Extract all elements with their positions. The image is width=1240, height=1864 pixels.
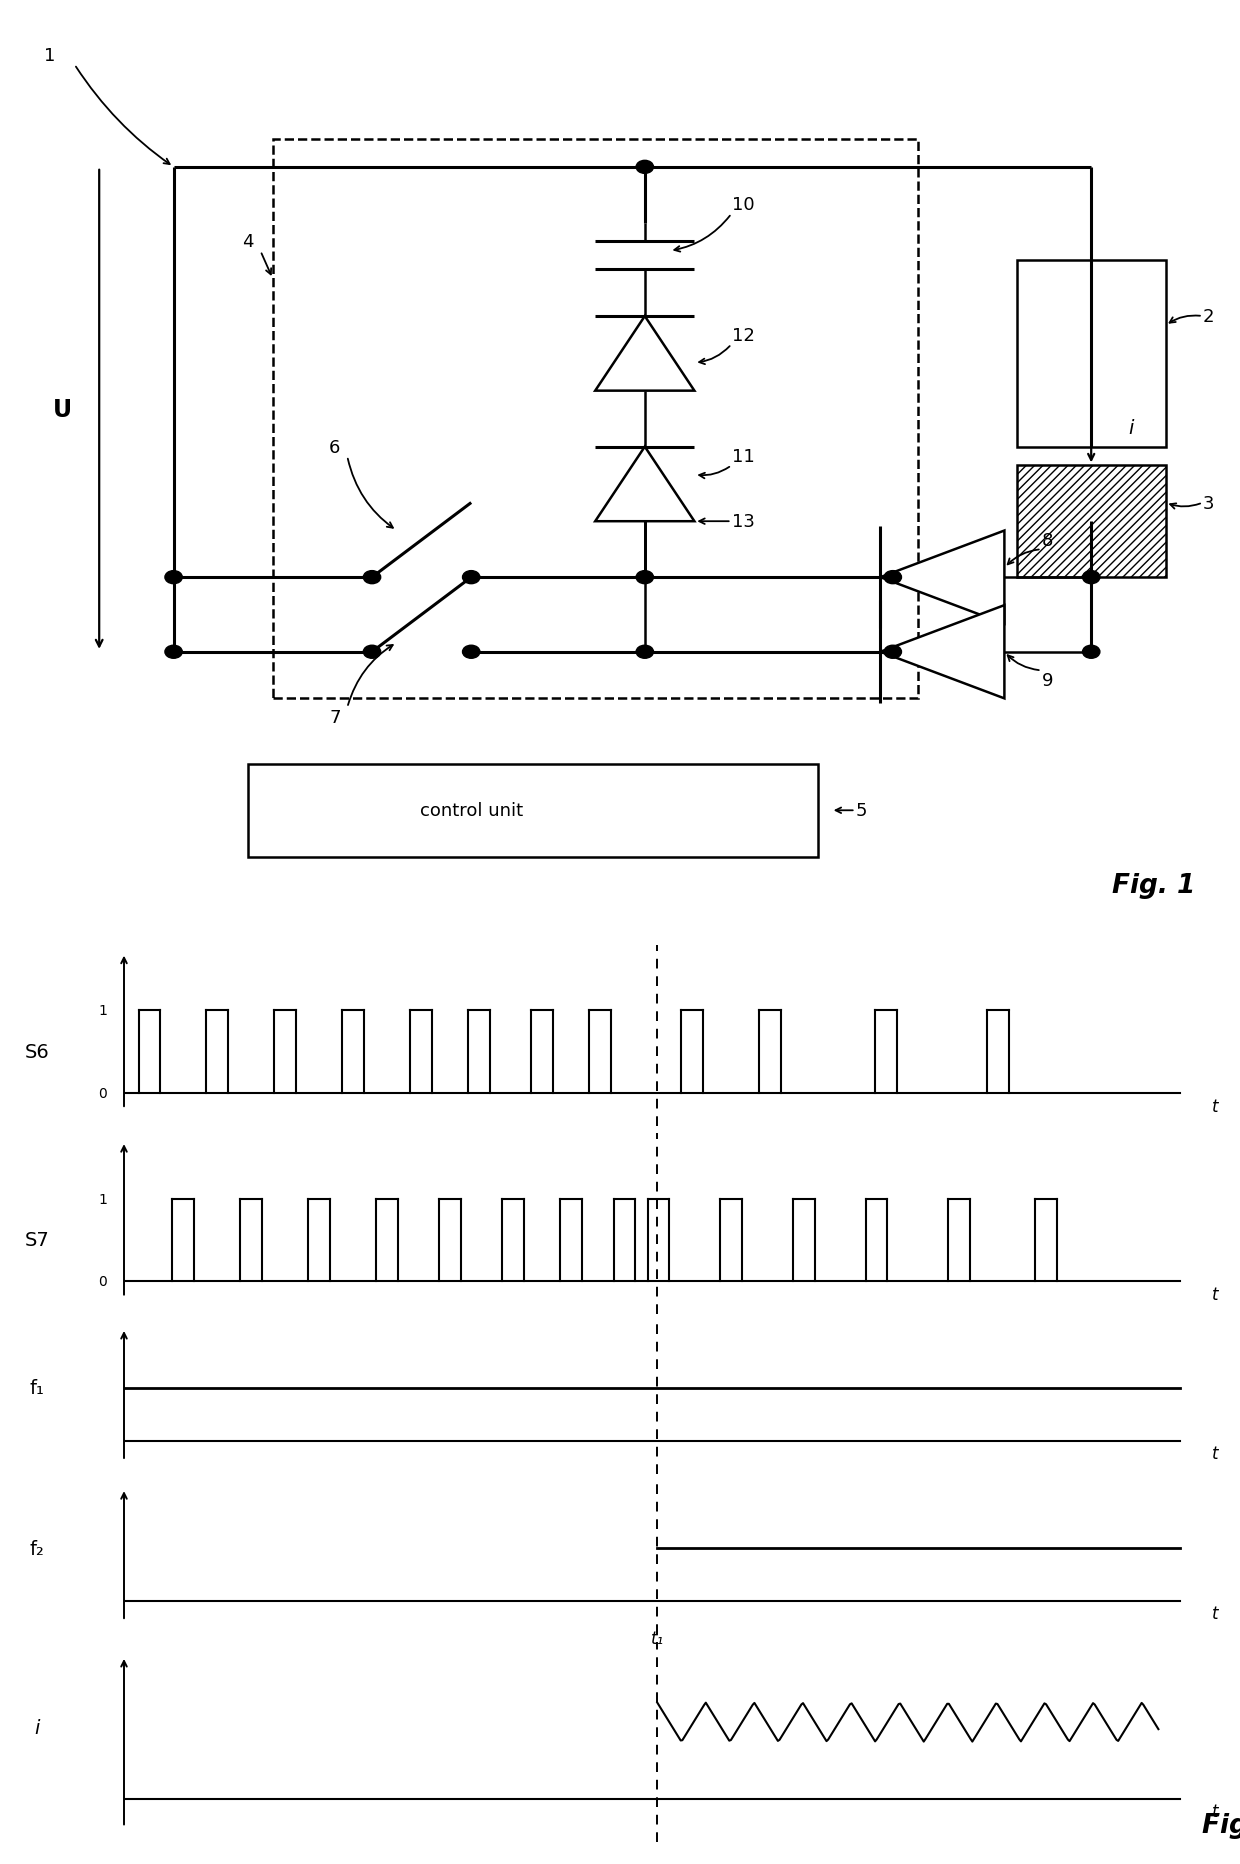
Circle shape (363, 647, 381, 658)
Polygon shape (880, 606, 1004, 699)
Circle shape (165, 570, 182, 583)
Polygon shape (595, 447, 694, 522)
Bar (273, 140, 918, 699)
Polygon shape (880, 531, 1004, 624)
Circle shape (884, 647, 901, 658)
Text: 0: 0 (98, 1275, 107, 1288)
Text: 5: 5 (856, 802, 867, 820)
Text: 7: 7 (329, 708, 341, 727)
Text: S6: S6 (25, 1042, 50, 1061)
Text: t: t (1211, 1605, 1218, 1622)
Text: 9: 9 (1042, 671, 1053, 690)
Circle shape (636, 647, 653, 658)
Text: Fig. 1: Fig. 1 (1111, 872, 1195, 898)
Text: S7: S7 (25, 1230, 50, 1249)
Bar (1017, 466, 1166, 578)
Circle shape (363, 570, 381, 583)
Circle shape (1083, 647, 1100, 658)
Text: t: t (1211, 1802, 1218, 1821)
Bar (248, 764, 818, 857)
Circle shape (884, 570, 901, 583)
Text: i: i (1128, 419, 1133, 438)
Text: f₂: f₂ (30, 1538, 45, 1558)
Text: t: t (1211, 1445, 1218, 1463)
Circle shape (1083, 570, 1100, 583)
Text: Fig. 2: Fig. 2 (1202, 1812, 1240, 1838)
Circle shape (636, 570, 653, 583)
Text: control unit: control unit (419, 802, 523, 820)
Text: 1: 1 (98, 1193, 107, 1206)
Polygon shape (595, 317, 694, 391)
Text: t₁: t₁ (651, 1629, 663, 1648)
Text: 1: 1 (43, 47, 56, 65)
Text: U: U (52, 399, 72, 421)
Circle shape (165, 647, 182, 658)
Text: 2: 2 (1203, 308, 1214, 326)
Text: 6: 6 (329, 438, 341, 457)
Text: 11: 11 (732, 447, 754, 466)
Text: i: i (33, 1719, 40, 1737)
Text: 12: 12 (732, 326, 754, 345)
Circle shape (463, 570, 480, 583)
Text: t: t (1211, 1098, 1218, 1115)
Text: t: t (1211, 1286, 1218, 1303)
Text: 4: 4 (242, 233, 254, 252)
Text: 3: 3 (1203, 494, 1214, 513)
Circle shape (636, 162, 653, 175)
Text: 13: 13 (732, 513, 754, 531)
Text: f₁: f₁ (30, 1379, 45, 1398)
Text: 1: 1 (98, 1005, 107, 1018)
Bar (1017, 261, 1166, 447)
Text: 10: 10 (732, 196, 754, 214)
Text: 0: 0 (98, 1087, 107, 1100)
Text: 8: 8 (1042, 531, 1053, 550)
Circle shape (463, 647, 480, 658)
